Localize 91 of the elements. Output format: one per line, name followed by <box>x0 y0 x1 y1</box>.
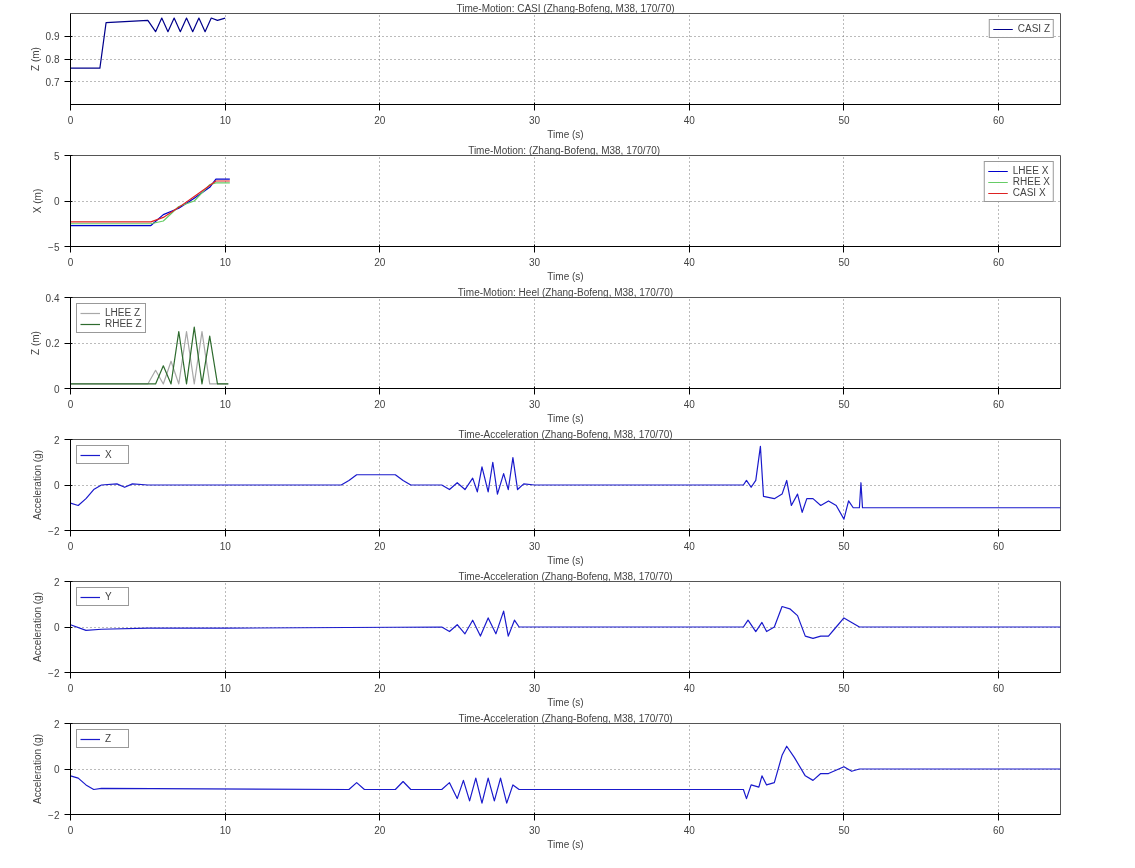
legend-label: CASI X <box>1012 187 1046 198</box>
x-tick-label: 60 <box>993 540 1005 552</box>
x-tick-label: 0 <box>67 256 74 268</box>
x-tick-label: 0 <box>67 398 74 410</box>
x-tick-label: 30 <box>529 256 541 268</box>
y-tick-label: 0 <box>53 764 60 775</box>
y-tick-label: −2 <box>48 809 60 821</box>
x-tick-label: 30 <box>529 824 541 836</box>
chart-title: Time-Acceleration (Zhang-Bofeng, M38, 170/70) <box>458 428 673 440</box>
y-tick-label: 0 <box>53 383 60 395</box>
legend-label: Z <box>105 733 113 744</box>
x-tick-label: 60 <box>993 114 1005 126</box>
legend-label: X <box>105 449 113 460</box>
x-tick-label: 30 <box>529 114 541 126</box>
y-tick-label: 2 <box>53 434 60 446</box>
y-axis-title: Z (m) <box>29 331 41 355</box>
x-tick-label: 40 <box>683 540 696 552</box>
y-tick-label: 5 <box>53 150 60 162</box>
y-tick-label: 0 <box>53 196 60 207</box>
x-tick-label: 20 <box>374 540 386 552</box>
y-axis-title: Z (m) <box>29 47 41 71</box>
x-tick-label: 20 <box>374 398 386 410</box>
x-tick-label: 40 <box>683 682 696 694</box>
chart-title: Time-Motion: Heel (Zhang-Bofeng, M38, 170/70) <box>457 286 674 298</box>
y-tick-label: 0 <box>53 480 60 491</box>
x-tick-label: 0 <box>67 114 74 126</box>
x-tick-label: 40 <box>683 824 696 836</box>
legend-label: Y <box>105 591 113 602</box>
x-tick-label: 60 <box>993 398 1005 410</box>
legend-label: CASI Z <box>1017 23 1050 34</box>
x-tick-label: 20 <box>374 824 386 836</box>
x-axis-title: Time (s) <box>547 270 584 282</box>
x-tick-label: 30 <box>529 398 541 410</box>
x-tick-label: 10 <box>219 682 232 694</box>
x-axis-title: Time (s) <box>547 838 584 850</box>
x-tick-label: 10 <box>219 824 232 836</box>
legend-label: LHEE X <box>1012 165 1049 176</box>
y-axis-title: Acceleration (g) <box>32 449 44 521</box>
y-tick-label: −5 <box>48 241 60 253</box>
x-tick-label: 20 <box>374 256 386 268</box>
x-tick-label: 50 <box>838 114 850 126</box>
x-tick-label: 40 <box>683 256 696 268</box>
y-tick-label: −2 <box>48 525 60 537</box>
legend-label: LHEE Z <box>105 307 141 318</box>
y-axis-title: Acceleration (g) <box>32 591 44 663</box>
x-tick-label: 10 <box>219 398 232 410</box>
chart-title: Time-Motion: CASI (Zhang-Bofeng, M38, 170/70) <box>456 2 675 14</box>
line-series <box>70 17 226 69</box>
y-tick-label: 2 <box>53 576 60 588</box>
chart-title: Time-Acceleration (Zhang-Bofeng, M38, 170/70) <box>458 570 673 582</box>
legend-label: RHEE X <box>1012 176 1050 187</box>
x-tick-label: 0 <box>67 540 74 552</box>
x-tick-label: 30 <box>529 540 541 552</box>
x-tick-label: 40 <box>683 114 696 126</box>
y-tick-label: 0 <box>53 622 60 633</box>
x-tick-label: 60 <box>993 256 1005 268</box>
y-tick-label: −2 <box>48 667 60 679</box>
x-axis-title: Time (s) <box>547 696 584 708</box>
x-tick-label: 50 <box>838 256 850 268</box>
chart-title: Time-Motion: (Zhang-Bofeng, M38, 170/70) <box>468 144 661 156</box>
x-tick-label: 10 <box>219 256 232 268</box>
x-axis-title: Time (s) <box>547 412 584 424</box>
x-tick-label: 30 <box>529 682 541 694</box>
x-tick-label: 0 <box>67 824 74 836</box>
x-tick-label: 60 <box>993 824 1005 836</box>
y-tick-label: 0.9 <box>45 31 60 43</box>
legend-label: RHEE Z <box>105 318 142 329</box>
x-tick-label: 60 <box>993 682 1005 694</box>
y-tick-label: 2 <box>53 718 60 730</box>
x-axis-title: Time (s) <box>547 128 584 140</box>
x-tick-label: 40 <box>683 398 696 410</box>
y-tick-label: 0.8 <box>45 54 60 65</box>
chart-title: Time-Acceleration (Zhang-Bofeng, M38, 170/70) <box>458 712 673 724</box>
line-series <box>70 445 1061 520</box>
x-tick-label: 10 <box>219 114 232 126</box>
y-axis-title: Acceleration (g) <box>32 733 44 805</box>
x-tick-label: 0 <box>67 682 74 694</box>
x-tick-label: 50 <box>838 398 850 410</box>
line-series <box>70 605 1061 639</box>
y-axis-title: X (m) <box>32 188 44 214</box>
x-tick-label: 20 <box>374 114 386 126</box>
y-tick-label: 0.7 <box>45 76 60 88</box>
x-tick-label: 50 <box>838 824 850 836</box>
x-tick-label: 20 <box>374 682 386 694</box>
line-series <box>70 745 1061 804</box>
x-tick-label: 10 <box>219 540 232 552</box>
x-axis-title: Time (s) <box>547 554 584 566</box>
x-tick-label: 50 <box>838 682 850 694</box>
y-tick-label: 0.2 <box>45 338 60 349</box>
x-tick-label: 50 <box>838 540 850 552</box>
y-tick-label: 0.4 <box>45 292 60 304</box>
